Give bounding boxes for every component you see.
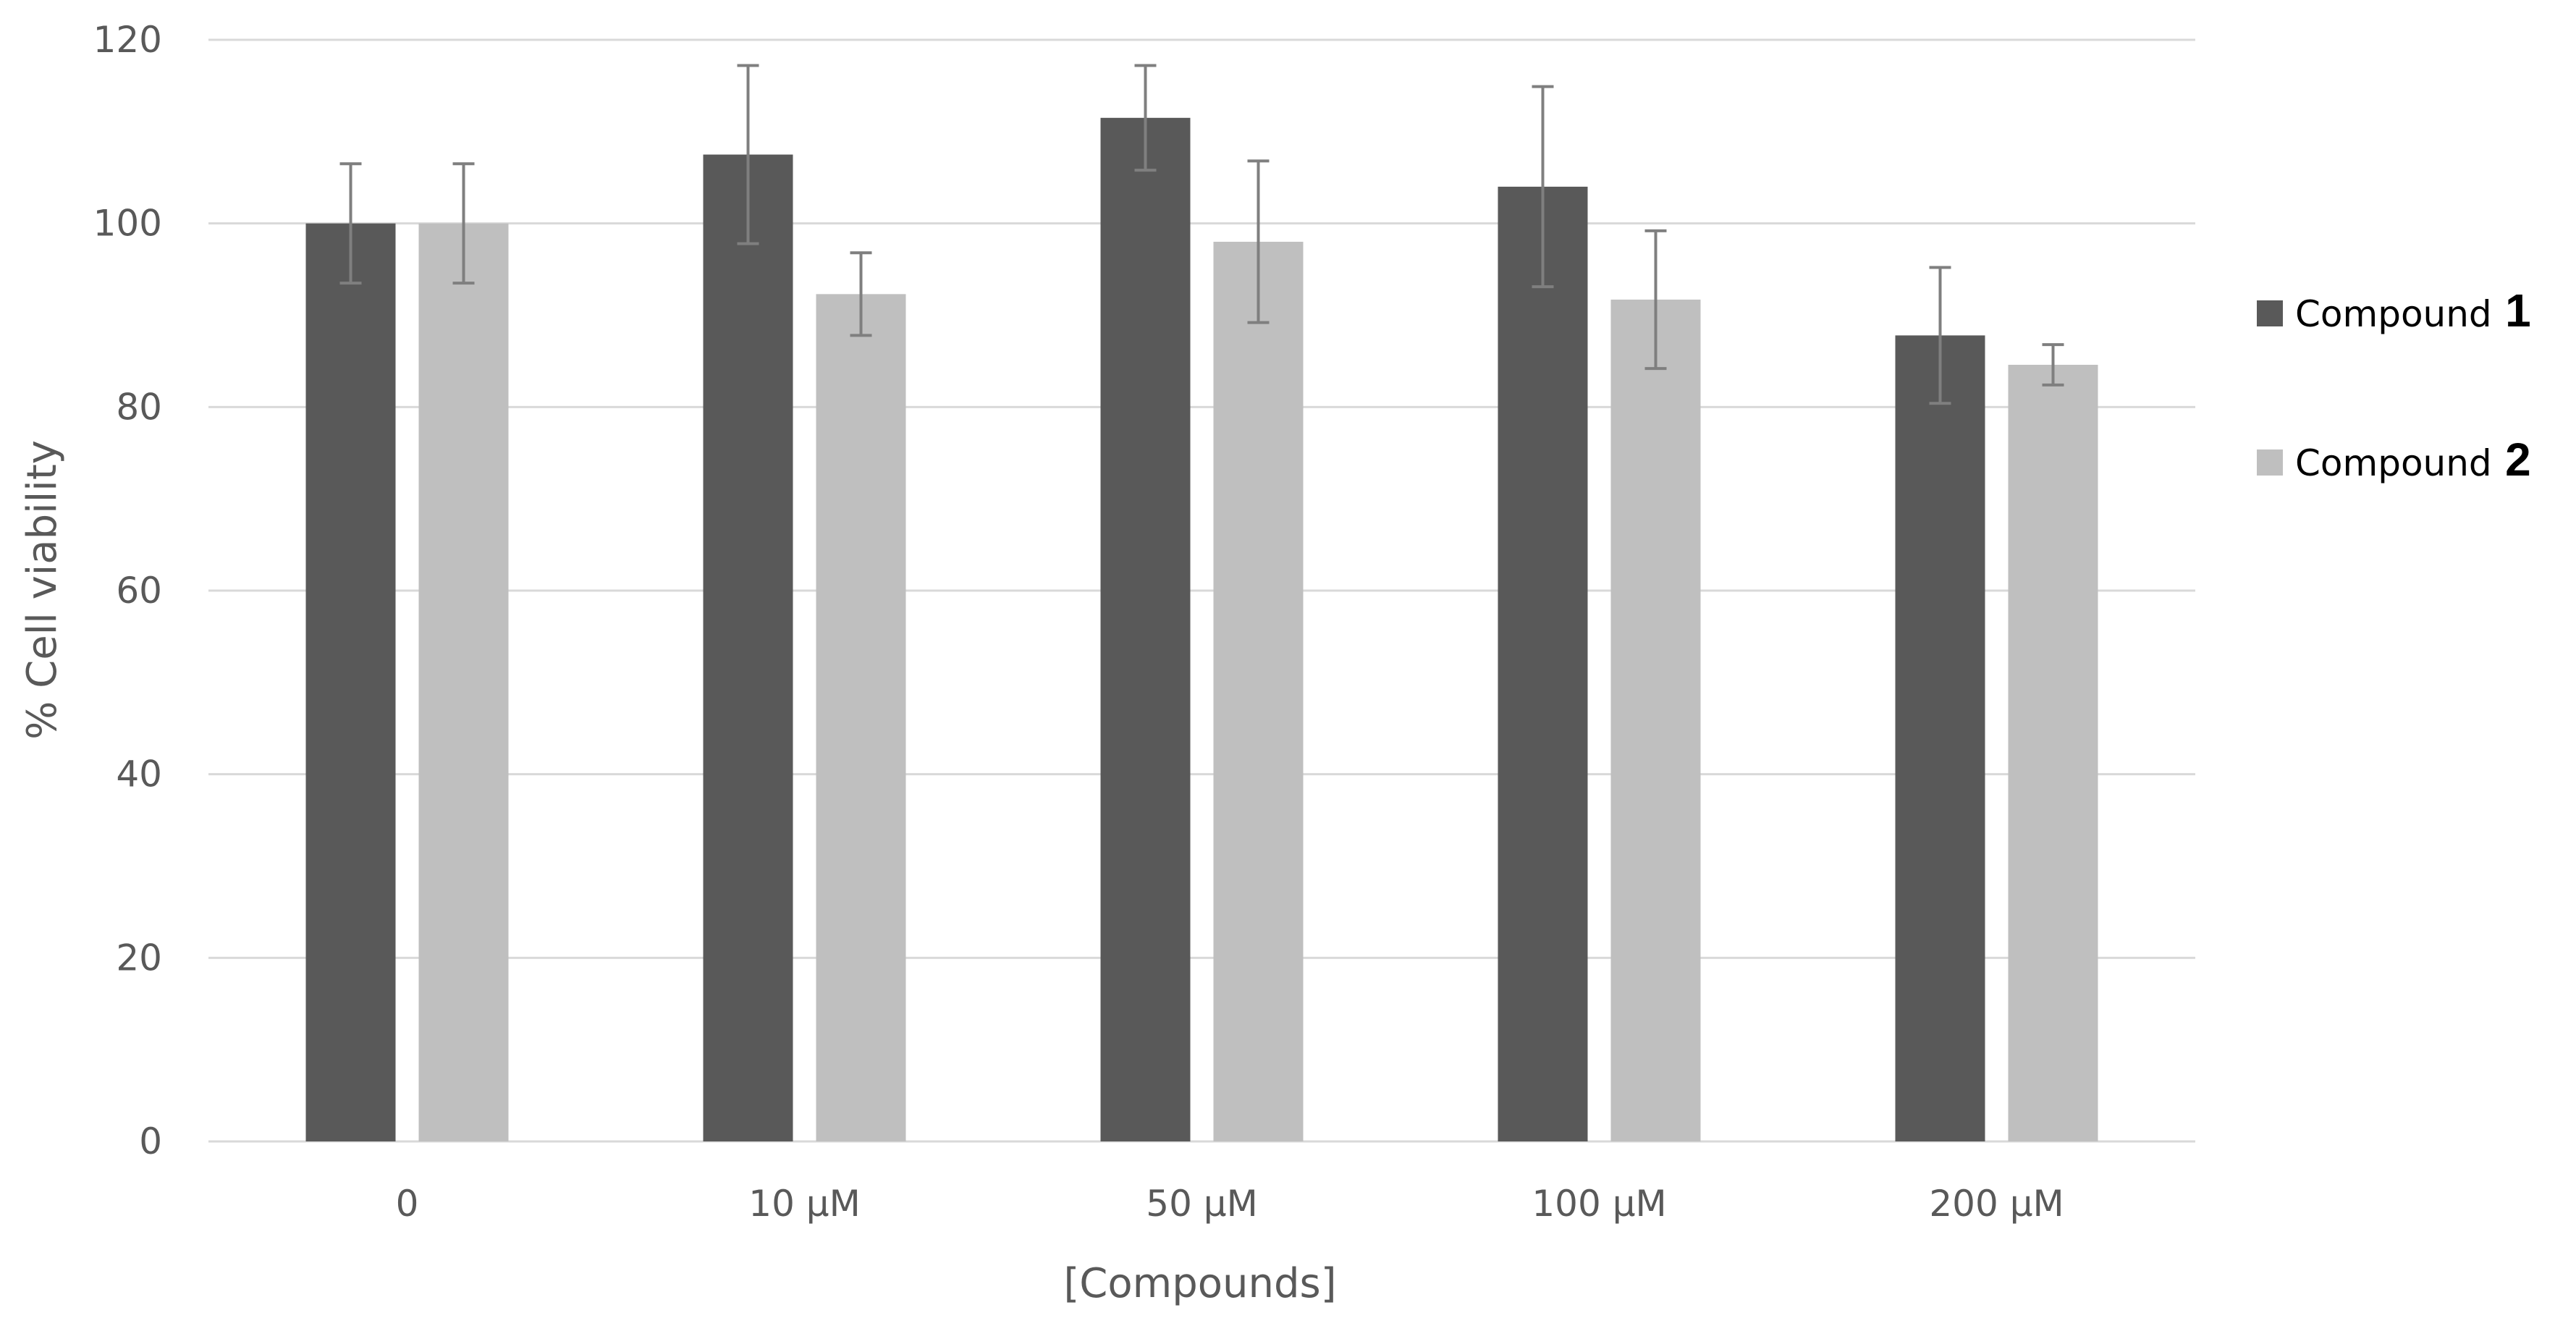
- legend-label-compound-2: Compound: [2295, 442, 2492, 484]
- bar-compound-1-0: [305, 223, 396, 1142]
- error-bar-compound-1-0: [339, 162, 362, 285]
- y-tick-labels: 0 20 40 60 80 100 120: [93, 19, 162, 1162]
- bar-compound-2-0: [418, 223, 509, 1142]
- bar-compound-1-3: [1498, 186, 1588, 1141]
- bar-compound-1-1: [703, 154, 793, 1142]
- y-tick-label: 60: [116, 570, 162, 612]
- x-axis-title: [Compounds]: [1063, 1260, 1336, 1307]
- y-axis-title: % Cell viability: [19, 440, 66, 740]
- bar-compound-2-2: [1213, 242, 1304, 1141]
- legend-label-compound-1: Compound: [2295, 293, 2492, 335]
- bar-compound-1-2: [1100, 117, 1191, 1141]
- bars: [305, 117, 2098, 1142]
- bar-compound-2-3: [1610, 299, 1701, 1141]
- legend-entry-compound-2: Compound 2: [2257, 434, 2531, 486]
- svg-text:Compound 1: Compound 1: [2295, 284, 2531, 337]
- legend-number-compound-1: 1: [2505, 284, 2531, 337]
- bar-compound-2-1: [816, 294, 906, 1141]
- error-bar-compound-1-1: [737, 64, 759, 245]
- error-bar-compound-2-1: [850, 251, 872, 337]
- y-tick-label: 80: [116, 386, 162, 428]
- legend-number-compound-2: 2: [2505, 434, 2531, 486]
- error-bars: [339, 64, 2064, 405]
- y-tick-label: 0: [139, 1120, 162, 1162]
- bar-compound-2-4: [2008, 364, 2098, 1141]
- y-tick-label: 40: [116, 753, 162, 795]
- y-tick-label: 100: [93, 203, 162, 245]
- legend-swatch-compound-2: [2257, 449, 2283, 476]
- error-bar-compound-2-4: [2042, 343, 2064, 387]
- x-tick-label: 200 μM: [1929, 1183, 2064, 1225]
- legend-entry-compound-1: Compound 1: [2257, 284, 2531, 337]
- legend: Compound 1 Compound 2: [2257, 284, 2531, 486]
- x-tick-label: 100 μM: [1532, 1183, 1666, 1225]
- error-bar-compound-2-2: [1247, 159, 1270, 324]
- bar-compound-1-4: [1895, 335, 1985, 1141]
- y-tick-label: 20: [116, 937, 162, 979]
- error-bar-compound-2-0: [452, 162, 475, 285]
- gridlines: [208, 38, 2195, 1143]
- y-tick-label: 120: [93, 19, 162, 61]
- error-bar-compound-1-2: [1134, 64, 1157, 172]
- x-tick-labels: 0 10 μM 50 μM 100 μM 200 μM: [396, 1183, 2064, 1225]
- legend-swatch-compound-1: [2257, 300, 2283, 326]
- error-bar-compound-1-3: [1532, 85, 1554, 289]
- svg-text:Compound 2: Compound 2: [2295, 434, 2531, 486]
- error-bar-compound-1-4: [1929, 266, 1951, 405]
- error-bar-compound-2-3: [1644, 229, 1667, 371]
- x-tick-label: 50 μM: [1146, 1183, 1257, 1225]
- x-tick-label: 10 μM: [748, 1183, 860, 1225]
- x-tick-label: 0: [396, 1183, 419, 1225]
